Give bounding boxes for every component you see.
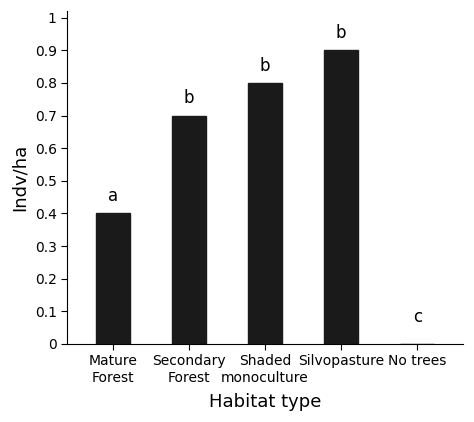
X-axis label: Habitat type: Habitat type [209,393,321,411]
Bar [172,116,206,344]
Y-axis label: Indv/ha: Indv/ha [11,144,29,211]
Text: a: a [108,187,118,205]
Text: b: b [183,89,194,107]
Text: c: c [413,308,422,326]
Bar [248,83,282,344]
Bar [96,214,130,344]
Bar [324,50,358,344]
Text: b: b [336,24,346,42]
Text: b: b [260,57,270,75]
